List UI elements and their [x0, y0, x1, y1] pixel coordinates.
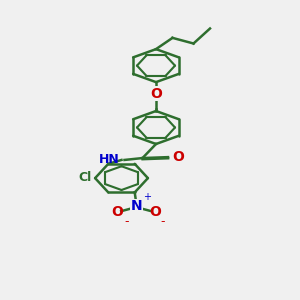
- Text: N: N: [130, 200, 142, 214]
- Text: -: -: [125, 215, 129, 229]
- Text: +: +: [143, 192, 151, 203]
- Text: O: O: [150, 87, 162, 101]
- Text: O: O: [149, 205, 161, 219]
- Text: O: O: [172, 150, 184, 164]
- Text: O: O: [112, 205, 124, 219]
- Text: Cl: Cl: [79, 171, 92, 184]
- Text: HN: HN: [99, 153, 120, 167]
- Text: -: -: [161, 215, 165, 229]
